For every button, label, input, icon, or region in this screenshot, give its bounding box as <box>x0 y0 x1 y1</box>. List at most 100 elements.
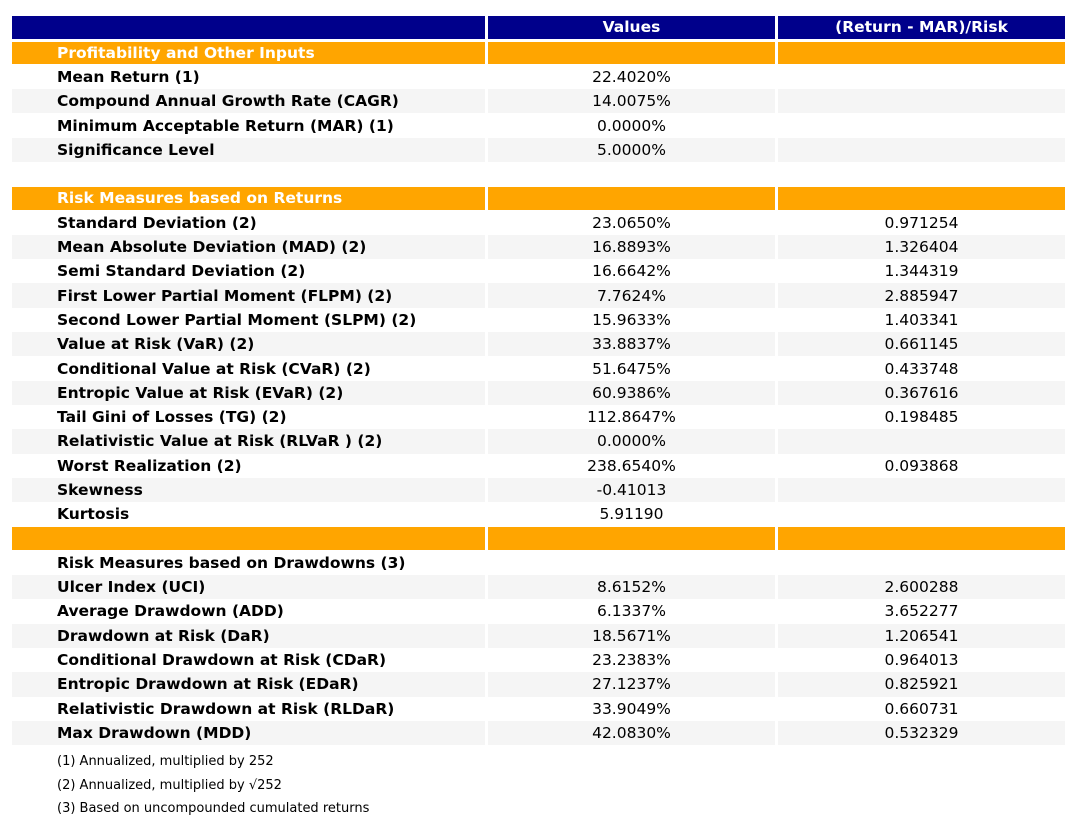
row-label: Skewness <box>57 480 143 499</box>
row-ratio: 0.661145 <box>775 332 1065 357</box>
table-row: Conditional Drawdown at Risk (CDaR) 23.23… <box>12 647 1065 673</box>
row-label <box>12 162 485 186</box>
return-mar-risk-column-header: (Return - MAR)/Risk <box>775 16 1065 39</box>
row-value: 5.0000% <box>485 137 775 162</box>
row-ratio <box>775 64 1065 90</box>
row-ratio: 0.532329 <box>775 720 1065 746</box>
row-label: Significance Level <box>57 140 215 159</box>
table-row: Minimum Acceptable Return (MAR) (1) 0.000… <box>12 113 1065 138</box>
table-row: Risk Measures based on Drawdowns (3) <box>12 550 1065 576</box>
row-value: 22.4020% <box>485 64 775 90</box>
row-label: Kurtosis <box>57 505 130 524</box>
row-ratio: 1.206541 <box>775 623 1065 648</box>
row-label: Conditional Drawdown at Risk (CDaR) <box>57 651 387 670</box>
table-row: Mean Return (1) 22.4020% <box>12 64 1065 90</box>
row-ratio: 2.600288 <box>775 575 1065 600</box>
row-value <box>485 161 775 187</box>
row-value: 7.7624% <box>485 283 775 308</box>
row-label: Second Lower Partial Moment (SLPM) (2) <box>57 310 417 329</box>
row-value: 0.0000% <box>485 429 775 454</box>
row-label: Semi Standard Deviation (2) <box>57 262 306 281</box>
row-ratio: 0.093868 <box>775 453 1065 478</box>
row-ratio <box>775 89 1065 114</box>
table-row: Kurtosis 5.91190 <box>12 502 1065 527</box>
row-value: 51.6475% <box>485 356 775 381</box>
row-label: Profitability and Other Inputs <box>57 43 315 62</box>
row-value: 0.0000% <box>485 113 775 138</box>
table-body: Profitability and Other Inputs Mean Retur… <box>12 40 1065 746</box>
row-value: 33.8837% <box>485 332 775 357</box>
table-row: Tail Gini of Losses (TG) (2) 112.8647% 0.1… <box>12 404 1065 430</box>
row-label: Minimum Acceptable Return (MAR) (1) <box>57 116 394 135</box>
row-label: Risk Measures based on Drawdowns (3) <box>57 553 406 572</box>
row-label: Ulcer Index (UCI) <box>57 578 206 597</box>
row-value: 42.0830% <box>485 720 775 746</box>
section-header-row: Profitability and Other Inputs <box>12 40 1065 65</box>
row-ratio: 2.885947 <box>775 283 1065 308</box>
row-value: 5.91190 <box>485 502 775 527</box>
row-label: Worst Realization (2) <box>57 456 242 475</box>
row-ratio: 0.964013 <box>775 647 1065 673</box>
row-ratio <box>775 527 1065 550</box>
table-row: Drawdown at Risk (DaR) 18.5671% 1.206541 <box>12 623 1065 648</box>
section-header-row <box>12 526 1065 551</box>
row-value <box>485 41 775 64</box>
row-ratio <box>775 113 1065 138</box>
row-value: 16.8893% <box>485 234 775 260</box>
risk-measures-table: Values (Return - MAR)/Risk Profitability… <box>12 16 1065 820</box>
row-value <box>485 187 775 210</box>
table-row: Ulcer Index (UCI) 8.6152% 2.600288 <box>12 575 1065 600</box>
row-label: Drawdown at Risk (DaR) <box>57 626 270 645</box>
table-row: Skewness -0.41013 <box>12 477 1065 503</box>
row-value: 112.8647% <box>485 404 775 430</box>
row-label: Relativistic Drawdown at Risk (RLDaR) <box>57 699 395 718</box>
row-ratio <box>775 550 1065 576</box>
row-value: 60.9386% <box>485 380 775 405</box>
row-label: Conditional Value at Risk (CVaR) (2) <box>57 359 371 378</box>
table-header-row: Values (Return - MAR)/Risk <box>12 16 1065 41</box>
row-value: 14.0075% <box>485 89 775 114</box>
row-label: Entropic Value at Risk (EVaR) (2) <box>57 383 344 402</box>
row-ratio: 1.326404 <box>775 234 1065 260</box>
row-ratio: 0.971254 <box>775 210 1065 235</box>
row-label: Entropic Drawdown at Risk (EDaR) <box>57 675 359 694</box>
footnotes: (1) Annualized, multiplied by 252 (2) Ann… <box>12 750 1065 820</box>
row-ratio <box>775 502 1065 527</box>
footnote: (3) Based on uncompounded cumulated retu… <box>57 800 370 816</box>
row-value <box>485 550 775 576</box>
table-row: Conditional Value at Risk (CVaR) (2) 51.6… <box>12 356 1065 381</box>
row-ratio: 0.825921 <box>775 672 1065 697</box>
row-value: 15.9633% <box>485 307 775 333</box>
table-row: First Lower Partial Moment (FLPM) (2) 7.7… <box>12 283 1065 308</box>
table-row: Semi Standard Deviation (2) 16.6642% 1.344… <box>12 259 1065 284</box>
footnote: (2) Annualized, multiplied by √252 <box>57 777 282 793</box>
row-value: 8.6152% <box>485 575 775 600</box>
row-value: 18.5671% <box>485 623 775 648</box>
row-label: Tail Gini of Losses (TG) (2) <box>57 408 287 427</box>
footnote: (1) Annualized, multiplied by 252 <box>57 754 274 770</box>
row-value <box>485 527 775 550</box>
row-label: Compound Annual Growth Rate (CAGR) <box>57 92 399 111</box>
row-ratio <box>775 187 1065 210</box>
row-ratio: 0.433748 <box>775 356 1065 381</box>
row-ratio: 3.652277 <box>775 599 1065 624</box>
values-column-header: Values <box>485 16 775 39</box>
row-ratio: 0.367616 <box>775 380 1065 405</box>
row-label: First Lower Partial Moment (FLPM) (2) <box>57 286 393 305</box>
row-ratio: 0.660731 <box>775 696 1065 721</box>
table-row: Significance Level 5.0000% <box>12 137 1065 162</box>
row-ratio: 0.198485 <box>775 404 1065 430</box>
row-label: Mean Return (1) <box>57 67 200 86</box>
table-row: Compound Annual Growth Rate (CAGR) 14.007… <box>12 89 1065 114</box>
row-label: Standard Deviation (2) <box>57 213 257 232</box>
row-value: 33.9049% <box>485 696 775 721</box>
row-label: Average Drawdown (ADD) <box>57 602 284 621</box>
row-label <box>12 527 485 549</box>
row-value: -0.41013 <box>485 477 775 503</box>
row-ratio: 1.403341 <box>775 307 1065 333</box>
section-header-row: Risk Measures based on Returns <box>12 186 1065 211</box>
table-row: Value at Risk (VaR) (2) 33.8837% 0.661145 <box>12 332 1065 357</box>
row-value: 238.6540% <box>485 453 775 478</box>
table-row: Entropic Drawdown at Risk (EDaR) 27.1237%… <box>12 672 1065 697</box>
